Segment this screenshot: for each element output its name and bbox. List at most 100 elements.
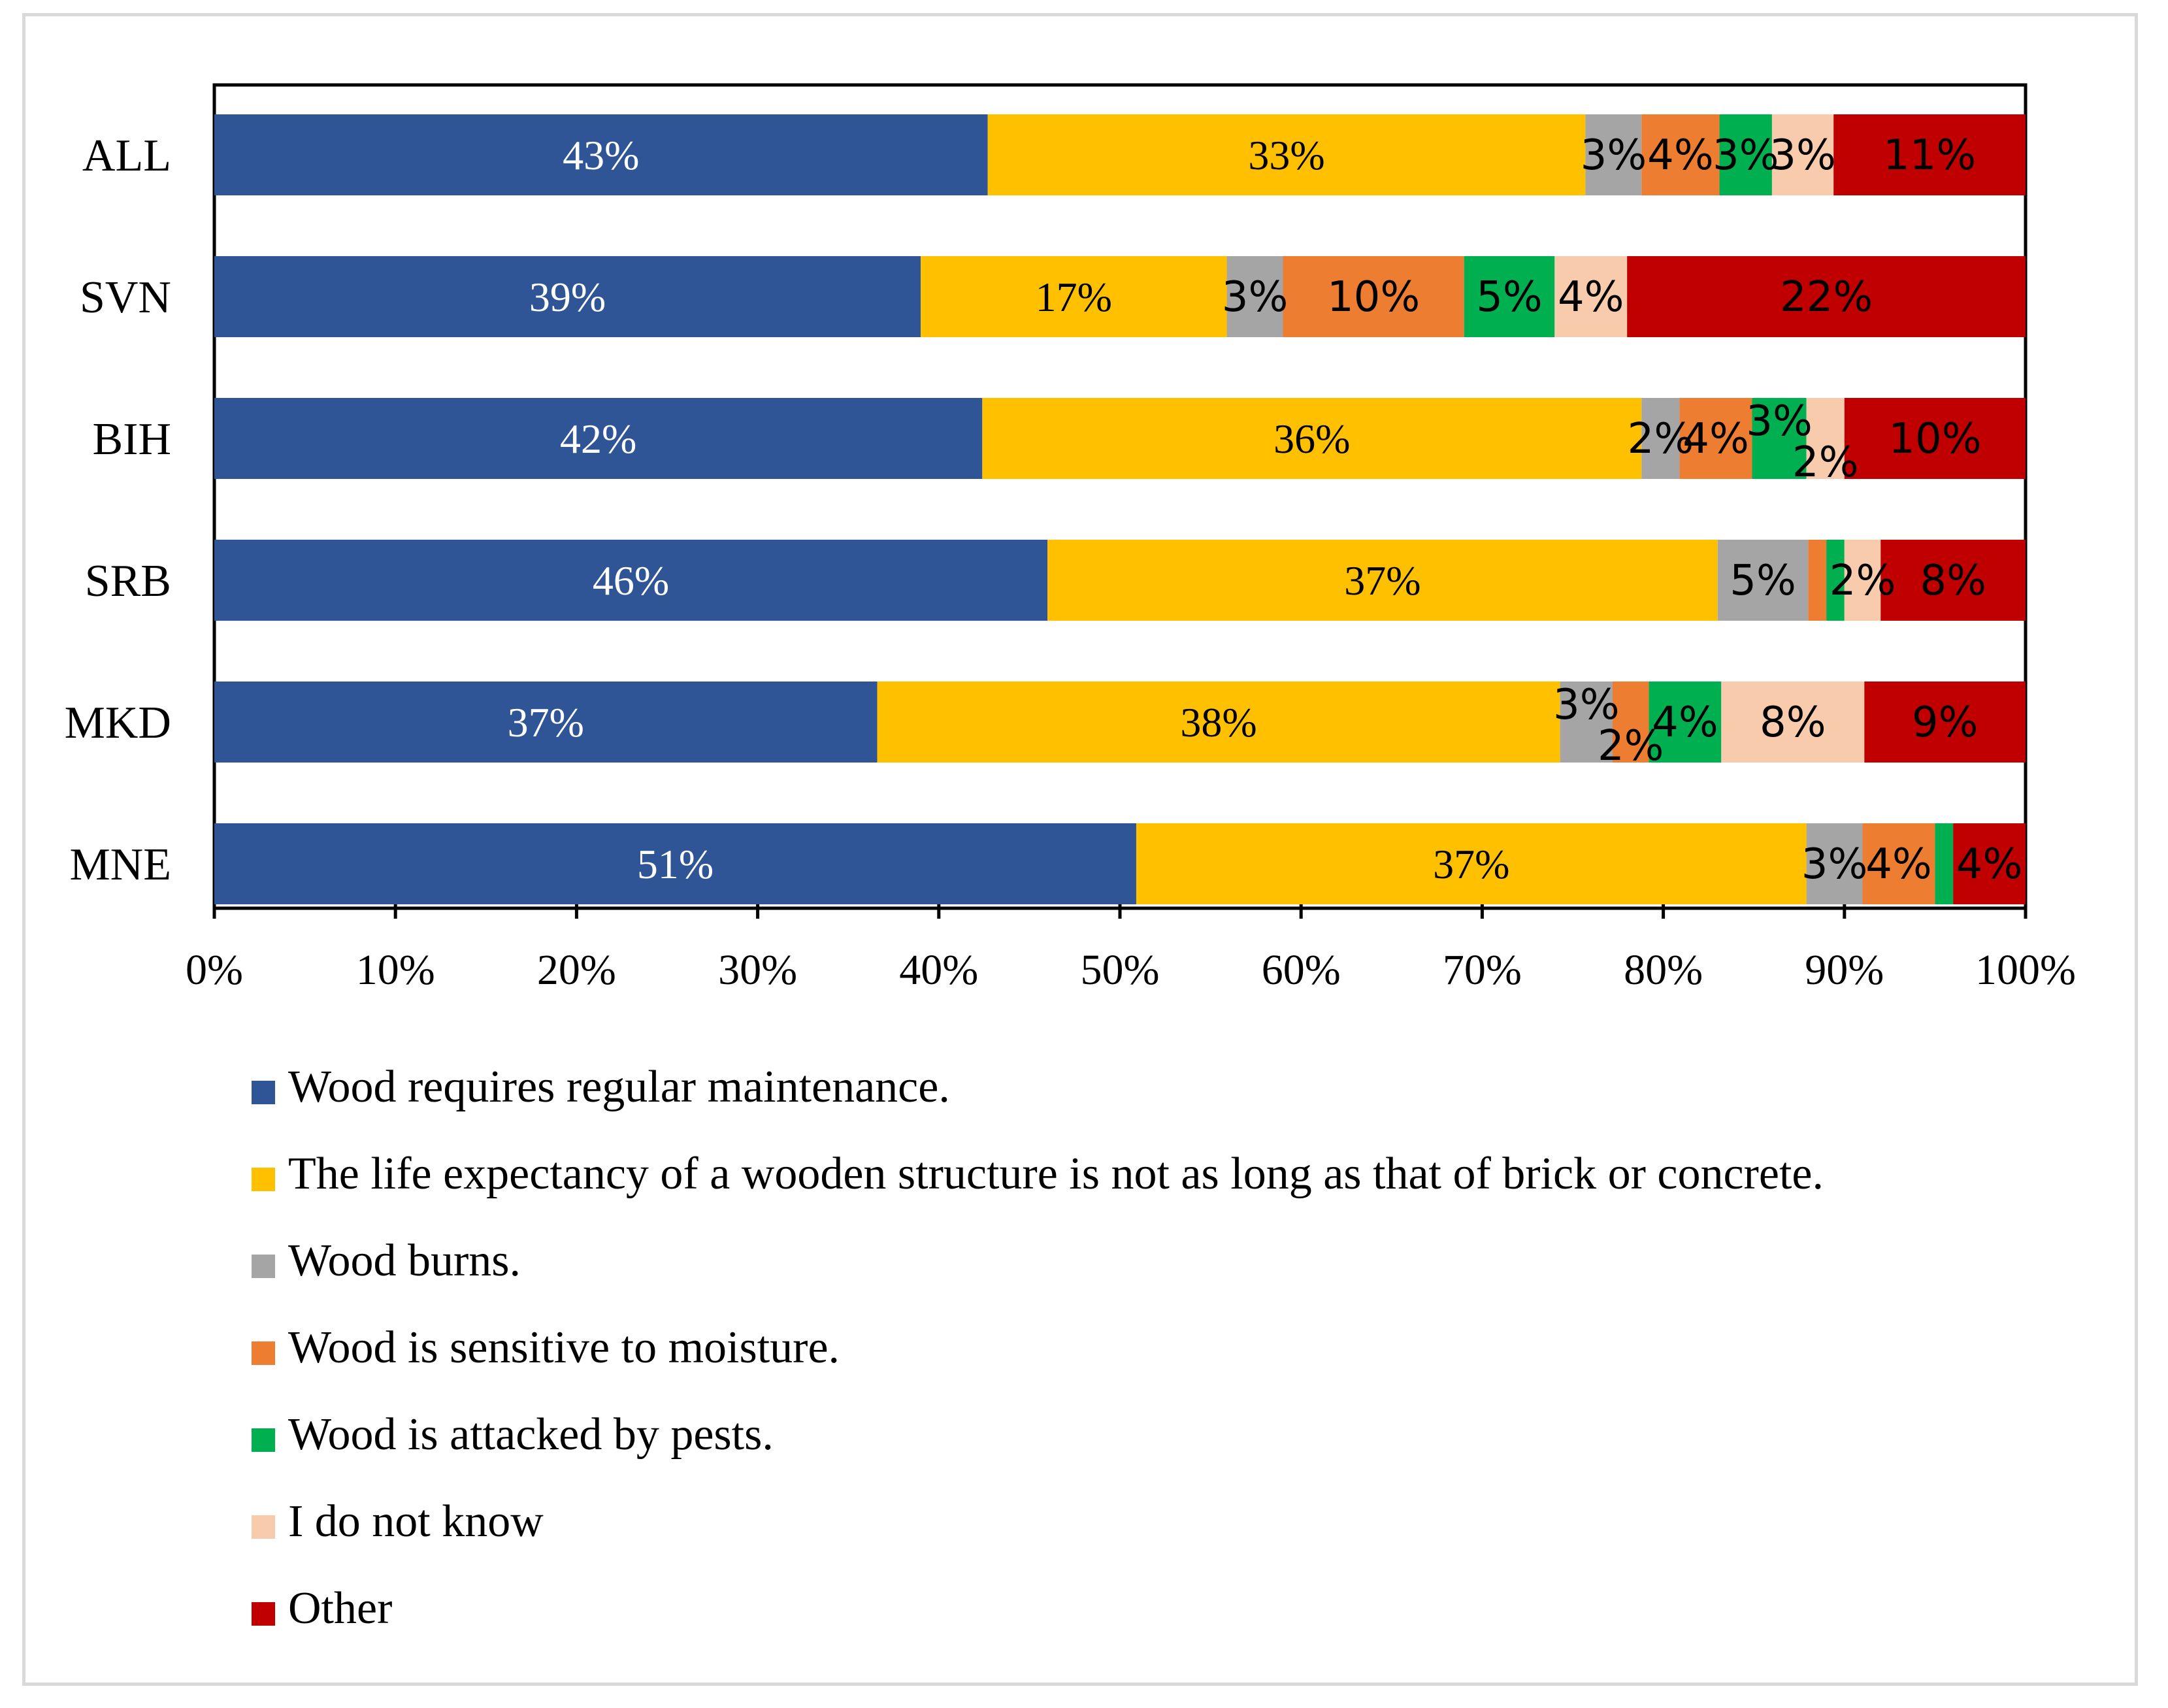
data-label-mne: 4% (1865, 840, 1932, 889)
category-label-all: ALL (82, 131, 171, 181)
bar-mne-the-life-expectancy-of-a (1136, 823, 1807, 904)
data-label-mkd: 37% (508, 699, 584, 746)
legend-swatch-0 (252, 1081, 275, 1104)
bar-srb-wood-burns (1717, 540, 1809, 621)
data-label-mne: 37% (1433, 841, 1509, 887)
bar-all-wood-requires-regular-ma (214, 114, 988, 195)
x-tick-label: 60% (1262, 946, 1341, 994)
bar-all-wood-is-attacked-by-pest (1719, 114, 1772, 195)
bar-all-wood-is-sensitive-to-moi (1641, 114, 1720, 195)
data-label-bih: 2% (1628, 415, 1694, 463)
legend-label-1: The life expectancy of a wooden structur… (288, 1149, 1824, 1199)
bar-all-i-do-not-know (1771, 114, 1834, 195)
x-tick-label: 10% (356, 946, 435, 994)
data-label-svn: 4% (1558, 273, 1624, 321)
legend-label-0: Wood requires regular maintenance. (288, 1062, 950, 1112)
bar-bih-wood-requires-regular-ma (214, 398, 983, 479)
data-label-all: 4% (1647, 131, 1714, 180)
bar-svn-other (1627, 256, 2026, 337)
x-tick-label: 80% (1624, 946, 1703, 994)
legend-label-4: Wood is attacked by pests. (288, 1409, 774, 1460)
bar-svn-the-life-expectancy-of-a (921, 256, 1227, 337)
data-label-all: 3% (1713, 131, 1779, 180)
data-label-mne: 4% (1956, 840, 2023, 889)
bar-srb-i-do-not-know (1844, 540, 1881, 621)
bar-bih-wood-is-sensitive-to-moi (1679, 398, 1752, 479)
category-label-bih: BIH (92, 414, 171, 465)
bar-mkd-wood-burns (1560, 682, 1613, 763)
data-label-all: 33% (1248, 132, 1324, 178)
bar-all-other (1833, 114, 2026, 195)
category-label-srb: SRB (85, 556, 171, 606)
bar-mkd-wood-is-attacked-by-pest (1649, 682, 1722, 763)
data-label-mne: 51% (637, 841, 714, 887)
data-label-srb: 46% (593, 557, 669, 604)
bar-bih-wood-burns (1641, 398, 1680, 479)
data-label-svn: 39% (529, 274, 606, 320)
category-label-mkd: MKD (65, 698, 171, 748)
bar-svn-wood-is-sensitive-to-moi (1283, 256, 1464, 337)
bar-svn-wood-is-attacked-by-pest (1464, 256, 1555, 337)
bar-mkd-wood-requires-regular-ma (214, 682, 878, 763)
data-label-bih: 10% (1888, 415, 1981, 463)
data-label-mkd: 8% (1760, 698, 1826, 747)
legend-swatch-4 (252, 1428, 275, 1452)
data-label-mkd: 4% (1652, 698, 1718, 747)
data-label-mkd: 3% (1553, 681, 1620, 729)
legend-swatch-1 (252, 1168, 275, 1191)
bar-svn-wood-burns (1226, 256, 1283, 337)
data-label-bih: 4% (1683, 415, 1749, 463)
bar-svn-i-do-not-know (1554, 256, 1628, 337)
legend-label-3: Wood is sensitive to moisture. (288, 1322, 840, 1373)
x-tick-label: 40% (899, 946, 978, 994)
legend-swatch-5 (252, 1515, 275, 1539)
bar-bih-other (1844, 398, 2026, 479)
data-label-mne: 3% (1801, 840, 1868, 889)
data-label-srb: 2% (1830, 557, 1896, 605)
bar-mkd-wood-is-sensitive-to-moi (1612, 682, 1649, 763)
bar-srb-wood-requires-regular-ma (214, 540, 1048, 621)
legend-swatch-6 (252, 1602, 275, 1626)
category-label-svn: SVN (80, 272, 171, 323)
data-label-svn: 5% (1476, 273, 1543, 321)
bar-bih-the-life-expectancy-of-a (982, 398, 1642, 479)
data-label-mkd: 2% (1598, 722, 1664, 770)
data-label-all: 3% (1769, 131, 1836, 180)
bar-mkd-i-do-not-know (1721, 682, 1865, 763)
x-tick-label: 0% (186, 946, 243, 994)
bar-mkd-the-life-expectancy-of-a (877, 682, 1560, 763)
bar-mne-wood-burns (1806, 823, 1863, 904)
data-label-all: 11% (1883, 131, 1976, 180)
bar-mne-other (1953, 823, 2026, 904)
legend-label-2: Wood burns. (288, 1236, 521, 1286)
x-tick-label: 20% (537, 946, 616, 994)
legend-label-6: Other (288, 1583, 392, 1634)
bar-all-the-life-expectancy-of-a (987, 114, 1586, 195)
bar-mne-wood-is-attacked-by-pest (1935, 823, 1954, 904)
data-label-bih: 3% (1746, 397, 1813, 446)
data-label-svn: 3% (1222, 273, 1289, 321)
data-label-mkd: 38% (1180, 699, 1256, 746)
bar-mne-wood-requires-regular-ma (214, 823, 1136, 904)
x-tick-label: 30% (718, 946, 797, 994)
data-label-svn: 22% (1780, 273, 1873, 321)
data-label-mkd: 9% (1912, 698, 1979, 747)
bar-srb-wood-is-attacked-by-pest (1826, 540, 1845, 621)
data-label-bih: 42% (560, 416, 636, 462)
x-tick-label: 50% (1081, 946, 1160, 994)
data-label-bih: 36% (1273, 416, 1350, 462)
data-label-all: 3% (1581, 131, 1647, 180)
bar-mne-wood-is-sensitive-to-moi (1862, 823, 1935, 904)
data-label-svn: 10% (1327, 273, 1420, 321)
data-label-bih: 2% (1792, 438, 1859, 487)
data-label-svn: 17% (1036, 274, 1112, 320)
x-tick-label: 70% (1443, 946, 1522, 994)
bar-srb-the-life-expectancy-of-a (1047, 540, 1718, 621)
legend-label-5: I do not know (288, 1496, 544, 1547)
data-label-srb: 37% (1344, 557, 1421, 604)
x-tick-label: 90% (1805, 946, 1884, 994)
plot-area-border (212, 83, 2028, 910)
data-label-srb: 5% (1730, 557, 1796, 605)
bar-all-wood-burns (1585, 114, 1642, 195)
